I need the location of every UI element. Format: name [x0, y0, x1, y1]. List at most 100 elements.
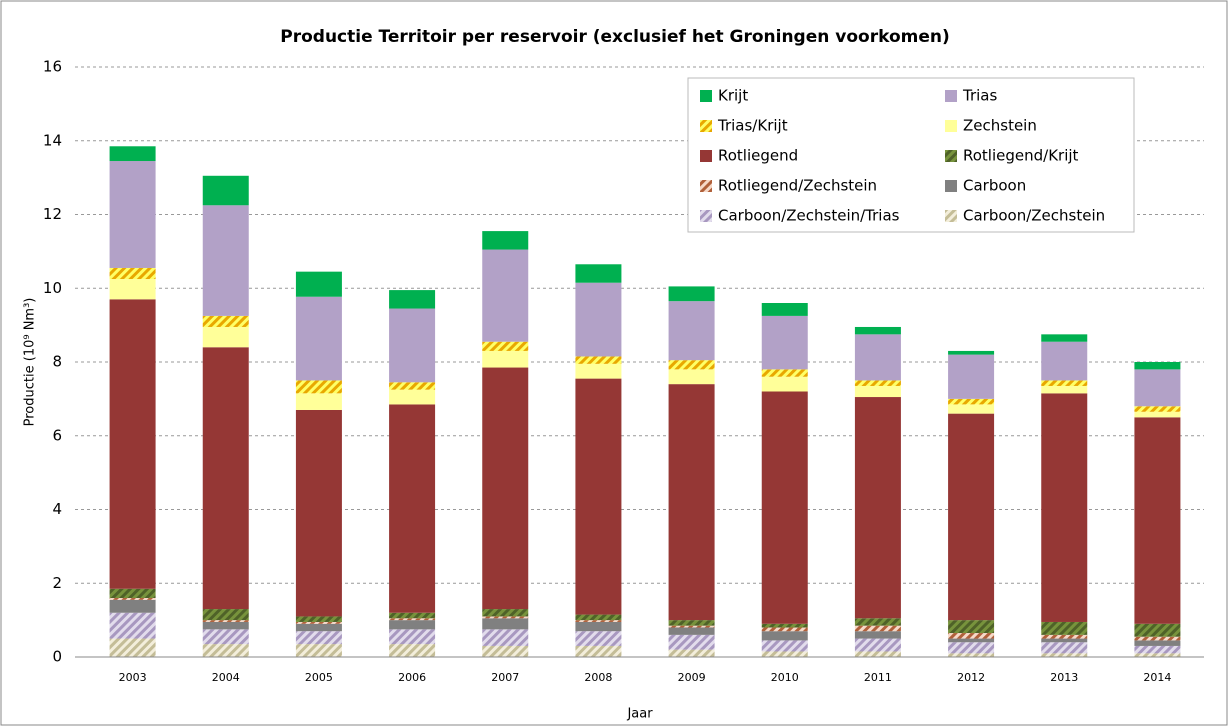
legend-label: Carboon/Zechstein	[963, 207, 1105, 225]
bar-segment	[1041, 638, 1088, 643]
bar-segment	[668, 360, 715, 370]
bar-segment	[109, 588, 156, 598]
bar-segment	[389, 389, 436, 405]
bar-segment	[482, 367, 529, 610]
bar-segment	[389, 644, 436, 657]
bar-segment	[482, 350, 529, 368]
bar-segment	[948, 413, 995, 621]
bar-segment	[1134, 369, 1181, 407]
x-tick-label: 2003	[119, 671, 147, 684]
bar-segment	[109, 599, 156, 613]
bar-segment	[761, 376, 808, 392]
legend-swatch	[945, 120, 957, 132]
bar-segment	[948, 354, 995, 399]
bar-segment	[202, 621, 249, 630]
chart-title: Productie Territoir per reservoir (exclu…	[280, 27, 949, 47]
bar-segment	[575, 363, 622, 379]
x-tick-label: 2006	[398, 671, 426, 684]
bar-segment	[1041, 642, 1088, 654]
legend-swatch	[700, 210, 712, 222]
legend-swatch	[700, 90, 712, 102]
bar-segment	[109, 612, 156, 639]
y-tick-label: 4	[52, 500, 62, 518]
bar-segment	[482, 629, 529, 646]
bar-segment	[202, 347, 249, 610]
bar-segment	[854, 385, 901, 398]
legend-label: Carboon	[963, 177, 1026, 195]
bar-segment	[948, 653, 995, 657]
bar-segment	[948, 350, 995, 355]
x-tick-label: 2011	[864, 671, 892, 684]
bar-segment	[109, 598, 156, 600]
bar-segment	[482, 618, 529, 630]
bar-segment	[854, 380, 901, 386]
x-tick-label: 2014	[1143, 671, 1171, 684]
bar-segment	[854, 638, 901, 652]
legend-swatch	[700, 180, 712, 192]
bar-segment	[761, 315, 808, 370]
bar-segment	[854, 618, 901, 626]
bar-segment	[389, 612, 436, 619]
bar-segment	[854, 631, 901, 639]
bar-segment	[854, 651, 901, 657]
bar-segment	[202, 629, 249, 645]
y-tick-label: 14	[43, 131, 62, 149]
bar-segment	[1041, 621, 1088, 635]
bar-segment	[202, 609, 249, 621]
bar-segment	[1134, 623, 1181, 637]
legend-swatch	[700, 150, 712, 162]
bar-segment	[668, 384, 715, 621]
bar-segment	[761, 640, 808, 652]
legend-swatch	[945, 150, 957, 162]
legend-label: Trias/Krijt	[717, 117, 788, 135]
bar-segment	[575, 614, 622, 621]
bar-segment	[482, 341, 529, 351]
bar-segment	[761, 623, 808, 628]
bar-segment	[109, 638, 156, 657]
bar-segment	[109, 146, 156, 162]
x-tick-label: 2008	[584, 671, 612, 684]
bar-segment	[1134, 645, 1181, 654]
y-tick-label: 6	[52, 426, 62, 444]
bar-segment	[668, 286, 715, 302]
bar-segment	[1134, 653, 1181, 657]
bar-segment	[295, 644, 342, 657]
bar-segment	[575, 378, 622, 615]
y-tick-label: 0	[52, 648, 62, 666]
bar-segment	[202, 315, 249, 327]
bar-segment	[389, 629, 436, 645]
bar-segment	[482, 616, 529, 619]
bar-segment	[1134, 411, 1181, 418]
bar-segment	[295, 616, 342, 622]
bar-segment	[109, 267, 156, 280]
bar-segment	[854, 397, 901, 619]
bar-segment	[575, 620, 622, 622]
legend-swatch	[700, 120, 712, 132]
bar-segment	[761, 391, 808, 624]
legend-label: Carboon/Zechstein/Trias	[718, 207, 900, 225]
bar-segment	[575, 356, 622, 364]
bar-segment	[668, 625, 715, 628]
bar-segment	[1041, 653, 1088, 657]
x-tick-label: 2004	[212, 671, 240, 684]
bar-segment	[948, 404, 995, 414]
bar-segment	[1041, 634, 1088, 639]
bar-segment	[482, 249, 529, 342]
bar-segment	[575, 621, 622, 632]
bar-segment	[854, 334, 901, 381]
x-tick-label: 2005	[305, 671, 333, 684]
bar-segment	[295, 380, 342, 394]
legend-label: Trias	[962, 87, 997, 105]
bar-segment	[1134, 362, 1181, 370]
bar-segment	[668, 620, 715, 626]
bar-segment	[948, 633, 995, 639]
x-tick-label: 2013	[1050, 671, 1078, 684]
legend-label: Rotliegend/Zechstein	[718, 177, 877, 195]
y-tick-label: 2	[52, 574, 62, 592]
bar-segment	[948, 620, 995, 634]
bar-segment	[109, 299, 156, 589]
bar-segment	[1134, 417, 1181, 624]
bar-segment	[389, 404, 436, 613]
legend-label: Zechstein	[963, 117, 1037, 135]
